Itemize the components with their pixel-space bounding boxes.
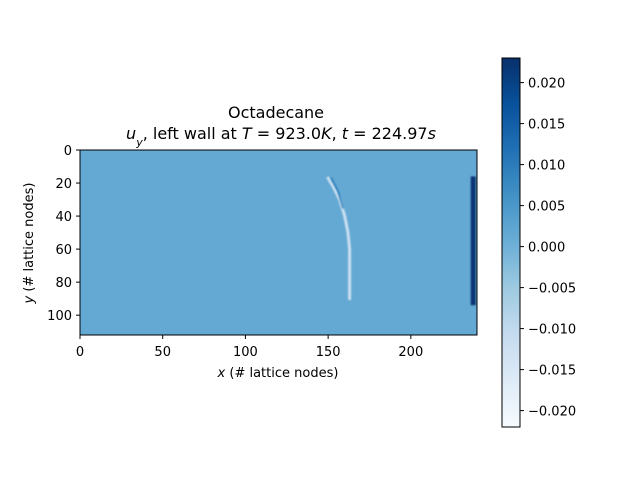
colorbar-gradient: [501, 57, 521, 428]
colorbar-tick-label: 0.000: [528, 241, 565, 256]
chart-subtitle: uy, left wall at T = 923.0K, t = 224.97s: [126, 124, 436, 149]
subtitle-T-sym: T: [242, 124, 253, 143]
subtitle-T-unit: K: [321, 124, 333, 143]
subtitle-var-sub: y: [135, 136, 143, 149]
subtitle-sep: ,: [332, 124, 342, 143]
colorbar-tick-label: 0.015: [528, 118, 565, 133]
y-tick-label: 100: [47, 309, 72, 324]
colorbar-tick-label: −0.020: [528, 405, 576, 420]
subtitle-T-val: = 923.0: [252, 124, 321, 143]
heatmap-background: [80, 150, 477, 335]
subtitle-t-unit: s: [428, 124, 436, 143]
y-tick-label: 0: [64, 144, 72, 159]
colorbar-tick-label: −0.015: [528, 364, 576, 379]
x-tick-label: 200: [398, 345, 423, 360]
plot-area: 0 50 100 150 200 0 20 40 60 80 100: [47, 144, 478, 360]
x-tick-label: 150: [316, 345, 341, 360]
x-tick-label: 100: [233, 345, 258, 360]
y-tick-label: 80: [55, 276, 72, 291]
chart-title: Octadecane: [228, 103, 324, 122]
colorbar-tick-label: −0.010: [528, 323, 576, 338]
subtitle-t-val: = 224.97: [348, 124, 428, 143]
y-axis-label: y (# lattice nodes): [22, 183, 37, 305]
y-axis-ticks: 0 20 40 60 80 100: [47, 144, 80, 324]
x-tick-label: 50: [154, 345, 171, 360]
colorbar-tick-label: −0.005: [528, 282, 576, 297]
colorbar-tick-label: 0.010: [528, 159, 565, 174]
plot-frame: [79, 149, 478, 336]
y-tick-label: 60: [55, 243, 72, 258]
colorbar-tick-label: 0.020: [528, 77, 565, 92]
x-axis-label: x (# lattice nodes): [217, 366, 339, 381]
y-tick-label: 40: [55, 210, 72, 225]
x-tick-label: 0: [76, 345, 84, 360]
x-axis-ticks: 0 50 100 150 200: [76, 335, 423, 360]
colorbar: −0.020 −0.015 −0.010 −0.005 0.000 0.005 0.010 0…: [501, 57, 576, 428]
melt-front-dark-edge: [330, 177, 344, 209]
subtitle-mid: , left wall at: [143, 124, 242, 143]
right-wall-band: [470, 176, 476, 306]
colorbar-ticks: −0.020 −0.015 −0.010 −0.005 0.000 0.005 0.010 0…: [520, 77, 576, 420]
heatmap-features: [326, 176, 476, 306]
y-tick-label: 20: [55, 177, 72, 192]
subtitle-var: u: [126, 124, 136, 143]
melt-front-band: [326, 176, 352, 301]
subtitle-t-sym: t: [342, 124, 349, 143]
colorbar-tick-label: 0.005: [528, 200, 565, 215]
